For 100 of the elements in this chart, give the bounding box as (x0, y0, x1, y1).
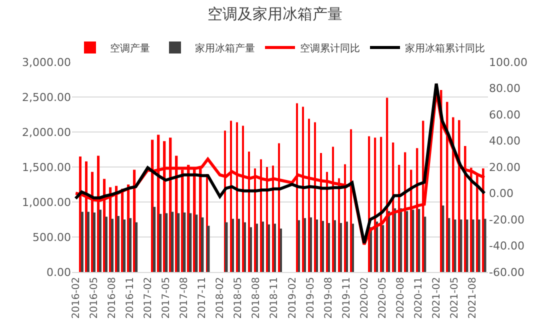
bar (111, 218, 114, 272)
bar (153, 206, 156, 272)
bar (418, 209, 420, 272)
y2-tick-label: -20.00 (489, 213, 524, 226)
bar (159, 214, 162, 272)
bar (189, 213, 192, 272)
x-tick-label: 2021-08 (468, 277, 479, 319)
bar (376, 222, 378, 272)
bar (225, 222, 228, 272)
y2-tick-label: -60.00 (489, 266, 524, 279)
bar (298, 220, 300, 272)
bar (406, 211, 408, 272)
bar (400, 208, 402, 272)
bar (135, 222, 138, 272)
bar (177, 213, 180, 272)
bar (316, 220, 318, 272)
y-tick-label: 500.00 (32, 230, 71, 244)
y-tick-label: 1,000.00 (22, 196, 71, 209)
bar (232, 218, 234, 272)
y-tick-label: 0.00 (46, 266, 71, 279)
x-tick-label: 2019-02 (287, 277, 298, 319)
x-tick-label: 2021-05 (450, 277, 461, 319)
x-tick-label: 2016-11 (124, 277, 136, 319)
x-tick-label: 2019-08 (323, 277, 334, 319)
bar (183, 212, 186, 272)
bar (334, 220, 336, 272)
y2-tick-label: 80.00 (489, 82, 520, 96)
legend-label: 家用冰箱累计同比 (405, 42, 485, 54)
bar (105, 216, 108, 272)
bar (352, 224, 354, 272)
x-tick-label: 2021-02 (432, 277, 443, 319)
bar (280, 228, 282, 272)
bar (262, 222, 264, 272)
bar (250, 227, 252, 272)
y-tick-label: 2,500.00 (22, 90, 71, 104)
x-tick-label: 2016-02 (70, 277, 82, 319)
bar (388, 211, 390, 272)
x-tick-label: 2017-08 (179, 277, 190, 319)
bar (99, 210, 102, 272)
x-tick-label: 2016-08 (106, 277, 118, 319)
x-tick-label: 2020-08 (395, 277, 406, 319)
bar (448, 218, 450, 272)
bar (346, 222, 348, 272)
x-tick-label: 2018-05 (233, 277, 244, 319)
legend-label: 空调产量 (110, 42, 150, 54)
y-tick-label: 2,000.00 (22, 126, 71, 139)
y2-tick-label: -40.00 (489, 240, 524, 253)
bar (81, 212, 84, 272)
bar (244, 222, 246, 272)
x-tick-label: 2020-05 (377, 277, 388, 319)
y-tick-label: 1,500.00 (22, 160, 71, 174)
bar (310, 217, 312, 272)
bar (394, 208, 396, 272)
bar (268, 224, 270, 272)
bar (328, 223, 330, 272)
bar (340, 223, 342, 272)
bar (382, 225, 384, 272)
bar (484, 218, 486, 272)
x-tick-label: 2018-02 (215, 277, 226, 319)
bar (424, 216, 426, 272)
bar (256, 224, 258, 272)
x-tick-label: 2020-02 (359, 277, 370, 319)
bar (165, 213, 168, 272)
legend-label: 空调累计同比 (300, 42, 360, 54)
x-tick-label: 2019-11 (341, 277, 352, 319)
bar (322, 220, 324, 272)
x-tick-label: 2019-05 (305, 277, 316, 319)
bar (460, 220, 462, 272)
bar (195, 214, 198, 272)
x-tick-label: 2017-05 (161, 277, 172, 319)
x-tick-label: 2016-05 (88, 277, 100, 319)
bar (274, 224, 276, 272)
bar (412, 210, 414, 272)
bar (466, 220, 468, 272)
bar (87, 212, 90, 272)
bar (171, 212, 174, 272)
y2-tick-label: 60.00 (489, 108, 520, 122)
x-tick-label: 2017-11 (197, 277, 208, 319)
bar (454, 220, 456, 272)
bar (123, 220, 126, 272)
y2-tick-label: 40.00 (489, 134, 520, 148)
legend-label: 家用冰箱产量 (195, 42, 255, 54)
bar (472, 220, 474, 272)
bar (207, 226, 210, 272)
x-tick-label: 2020-11 (414, 277, 425, 319)
bar (129, 218, 132, 272)
x-tick-label: 2018-08 (251, 277, 262, 319)
bar (304, 218, 306, 272)
bar (93, 212, 96, 272)
x-tick-label: 2017-02 (143, 277, 154, 319)
x-tick-label: 2018-11 (269, 277, 280, 319)
bar (117, 216, 120, 272)
bar (238, 218, 240, 272)
chart-title: 空调及家用冰箱产量 (208, 4, 342, 23)
bar (442, 206, 444, 272)
y2-tick-label: 0.00 (489, 187, 514, 200)
y2-tick-label: 100.00 (489, 56, 528, 69)
y-tick-label: 3,000.00 (22, 56, 71, 69)
bar (201, 217, 204, 272)
y2-tick-label: 20.00 (489, 160, 520, 174)
